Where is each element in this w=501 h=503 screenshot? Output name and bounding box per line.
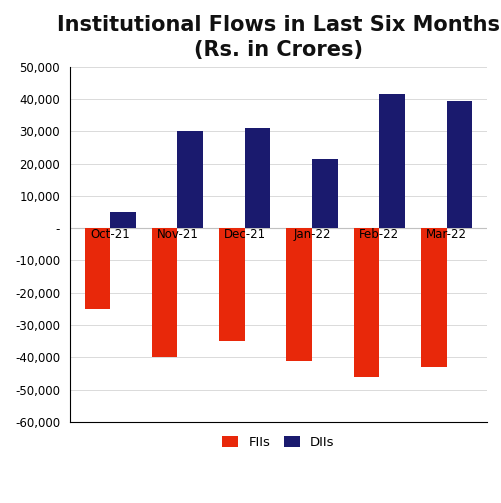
Bar [85,228,110,309]
Bar [244,128,270,228]
Text: Nov-21: Nov-21 [156,228,198,241]
Text: Mar-22: Mar-22 [425,228,466,241]
Bar [312,159,337,228]
Bar [177,131,203,228]
Bar [420,228,446,367]
Text: Jan-22: Jan-22 [293,228,330,241]
Bar [286,228,312,361]
Legend: FIIs, DIIs: FIIs, DIIs [216,430,339,454]
Text: Dec-21: Dec-21 [223,228,266,241]
Bar [152,228,177,357]
Bar [219,228,244,341]
Text: Oct-21: Oct-21 [90,228,130,241]
Bar [379,95,404,228]
Title: Institutional Flows in Last Six Months
(Rs. in Crores): Institutional Flows in Last Six Months (… [57,15,499,60]
Bar [446,101,471,228]
Bar [353,228,379,377]
Bar [110,212,135,228]
Text: Feb-22: Feb-22 [359,228,399,241]
